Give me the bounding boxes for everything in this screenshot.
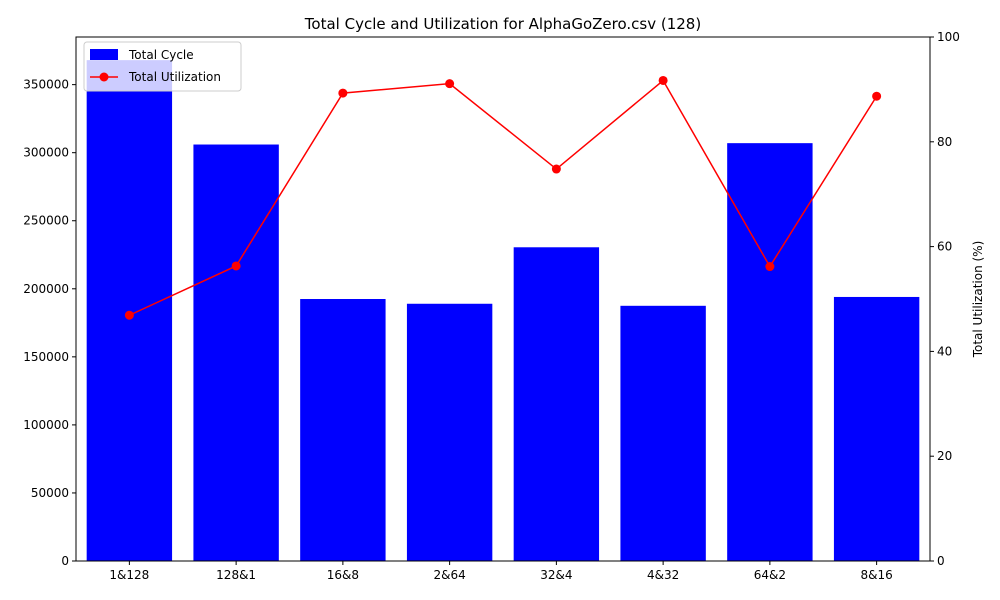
legend: Total Cycle Total Utilization (83, 41, 242, 92)
utilization-point-2&64 (445, 79, 455, 89)
utilization-point-128&1 (231, 261, 241, 271)
utilization-point-4&32 (658, 75, 668, 85)
utilization-point-32&4 (551, 164, 561, 174)
utilization-point-8&16 (872, 91, 882, 101)
x-tick-label: 32&4 (540, 568, 572, 582)
chart-title: Total Cycle and Utilization for AlphaGoZ… (304, 15, 701, 33)
axes-layer: 0 50000 100000 150000 200000 250000 300000 3500… (23, 30, 960, 582)
left-tick-label: 50000 (31, 486, 69, 500)
x-tick-label: 128&1 (216, 568, 256, 582)
plot-frame (75, 36, 931, 562)
left-tick-label: 300000 (23, 146, 69, 160)
right-tick-label: 60 (937, 240, 952, 254)
bar-4&32 (620, 305, 706, 561)
legend-line-label: Total Utilization (128, 70, 221, 84)
left-tick-label: 200000 (23, 282, 69, 296)
bar-8&16 (833, 296, 920, 561)
bar-16&8 (300, 299, 386, 561)
left-tick-label: 0 (61, 554, 69, 568)
left-tick-label: 350000 (23, 78, 69, 92)
legend-bar-label: Total Cycle (128, 48, 194, 62)
x-tick-label: 16&8 (327, 568, 359, 582)
left-tick-label: 100000 (23, 418, 69, 432)
utilization-point-64&2 (765, 262, 775, 272)
legend-bar-swatch (90, 49, 118, 60)
right-tick-label: 80 (937, 135, 952, 149)
bar-1&128 (86, 60, 173, 561)
legend-box (83, 41, 242, 92)
x-tick-label: 4&32 (647, 568, 679, 582)
right-tick-label: 20 (937, 449, 952, 463)
bar-64&2 (727, 143, 813, 561)
right-axis-label: Total Utilization (%) (971, 241, 985, 359)
utilization-line (129, 79, 878, 316)
right-tick-label: 100 (937, 30, 960, 44)
bar-32&4 (513, 247, 600, 561)
bars-layer (86, 60, 920, 561)
utilization-line-layer (124, 75, 882, 320)
x-tick-label: 64&2 (754, 568, 786, 582)
bar-128&1 (193, 144, 279, 561)
x-tick-label: 8&16 (860, 568, 892, 582)
x-tick-label: 1&128 (109, 568, 149, 582)
left-tick-label: 150000 (23, 350, 69, 364)
utilization-point-16&8 (338, 88, 348, 98)
bar-2&64 (406, 303, 493, 561)
right-tick-label: 0 (937, 554, 945, 568)
legend-line-marker (99, 72, 109, 82)
right-tick-label: 40 (937, 344, 952, 358)
x-tick-label: 2&64 (433, 568, 465, 582)
left-tick-label: 250000 (23, 214, 69, 228)
utilization-point-1&128 (124, 310, 134, 320)
